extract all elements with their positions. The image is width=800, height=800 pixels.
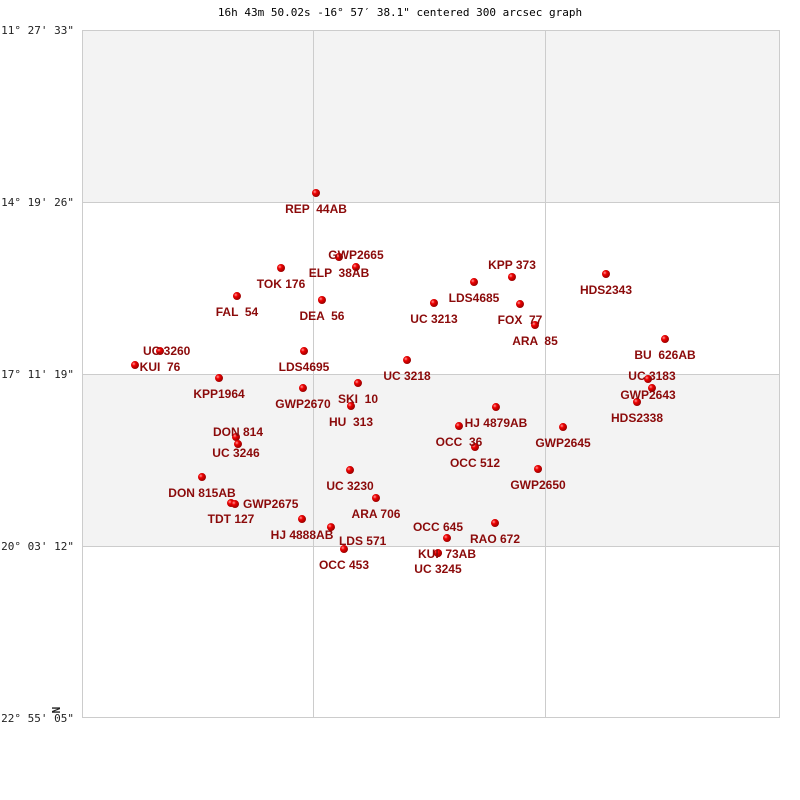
plot-band bbox=[82, 545, 780, 718]
star-label: LDS4685 bbox=[449, 291, 500, 305]
star-label: TDT 127 bbox=[208, 512, 255, 526]
star-dot bbox=[429, 299, 438, 308]
star-dot bbox=[403, 356, 412, 365]
star-dot bbox=[130, 361, 139, 370]
y-tick-label: -20° 03' 12" bbox=[0, 540, 74, 553]
star-label: TOK 176 bbox=[257, 277, 306, 291]
star-dot bbox=[339, 545, 348, 554]
star-label: LDS4695 bbox=[279, 360, 330, 374]
star-label: KUI 73AB bbox=[418, 547, 476, 561]
plot-band bbox=[82, 202, 780, 375]
star-dot bbox=[470, 443, 479, 452]
y-tick-label: -14° 19' 26" bbox=[0, 196, 74, 209]
star-label: ELP 38AB bbox=[309, 266, 370, 280]
star-dot bbox=[156, 347, 165, 356]
star-dot bbox=[326, 523, 335, 532]
star-dot bbox=[351, 263, 360, 272]
star-label: HJ 4888AB bbox=[271, 528, 334, 542]
star-dot bbox=[443, 534, 452, 543]
star-dot bbox=[507, 273, 516, 282]
star-label: HDS2343 bbox=[580, 283, 632, 297]
star-dot bbox=[644, 375, 653, 384]
star-dot bbox=[335, 253, 344, 262]
star-label: DON 815AB bbox=[168, 486, 236, 500]
plot-band bbox=[82, 30, 780, 203]
star-label: UC 3245 bbox=[414, 562, 462, 576]
star-label: OCC 512 bbox=[450, 456, 500, 470]
chart-title: 16h 43m 50.02s -16° 57′ 38.1" centered 3… bbox=[217, 6, 583, 19]
star-label: GWP2665 bbox=[328, 248, 384, 262]
star-label: UC 3218 bbox=[383, 369, 431, 383]
star-dot bbox=[353, 379, 362, 388]
star-label: GWP2670 bbox=[275, 397, 331, 411]
star-dot bbox=[661, 335, 670, 344]
star-label: UC 3183 bbox=[628, 369, 676, 383]
star-dot bbox=[371, 494, 380, 503]
star-dot bbox=[317, 296, 326, 305]
star-label: GWP2643 bbox=[620, 388, 676, 402]
star-dot bbox=[530, 321, 539, 330]
star-dot bbox=[491, 403, 500, 412]
star-dot bbox=[298, 384, 307, 393]
star-label: OCC 36 bbox=[436, 435, 483, 449]
star-label: HJ 4879AB bbox=[465, 416, 528, 430]
star-dot bbox=[534, 465, 543, 474]
star-label: UC 3213 bbox=[410, 312, 458, 326]
star-dot bbox=[633, 398, 642, 407]
star-dot bbox=[601, 270, 610, 279]
star-dot bbox=[516, 300, 525, 309]
star-label: GWP2650 bbox=[510, 478, 566, 492]
star-dot bbox=[231, 433, 240, 442]
star-dot bbox=[277, 263, 286, 272]
star-label: REP 44AB bbox=[285, 202, 347, 216]
star-label: OCC 645 bbox=[413, 520, 463, 534]
star-label: OCC 453 bbox=[319, 558, 369, 572]
star-dot bbox=[312, 189, 321, 198]
star-dot bbox=[346, 402, 355, 411]
star-label: FAL 54 bbox=[216, 305, 259, 319]
star-label: UC 3230 bbox=[326, 479, 374, 493]
star-dot bbox=[491, 519, 500, 528]
star-dot bbox=[298, 515, 307, 524]
star-dot bbox=[234, 440, 243, 449]
star-label: DEA 56 bbox=[300, 309, 345, 323]
star-dot bbox=[559, 423, 568, 432]
star-label: ARA 706 bbox=[352, 507, 401, 521]
star-dots bbox=[130, 189, 670, 558]
star-label: KPP1964 bbox=[193, 387, 245, 401]
y-tick-label: -11° 27' 33" bbox=[0, 24, 74, 37]
star-label: GWP2675 bbox=[243, 497, 299, 511]
star-dot bbox=[346, 466, 355, 475]
star-label: UC 3260 bbox=[143, 344, 191, 358]
star-label: UC 3246 bbox=[212, 446, 260, 460]
star-label: BU 626AB bbox=[634, 348, 696, 362]
star-label: KPP 373 bbox=[488, 258, 536, 272]
star-label: FOX 77 bbox=[498, 313, 543, 327]
star-dot bbox=[197, 473, 206, 482]
star-label: DON 814 bbox=[213, 425, 263, 439]
star-dot bbox=[647, 384, 656, 393]
star-dot bbox=[454, 422, 463, 431]
plot-band bbox=[82, 374, 780, 546]
star-label: SKI 10 bbox=[338, 392, 378, 406]
star-label: ARA 85 bbox=[512, 334, 558, 348]
star-label: KUI 76 bbox=[140, 360, 181, 374]
star-labels: REP 44AB ELP 38AB GWP2665 TOK 176 FAL 54 DEA … bbox=[140, 202, 696, 576]
star-dot bbox=[470, 278, 479, 287]
y-tick-label: -17° 11' 19" bbox=[0, 368, 74, 381]
star-label: LDS 571 bbox=[339, 534, 387, 548]
star-dot bbox=[232, 292, 241, 301]
star-label: GWP2645 bbox=[535, 436, 591, 450]
star-dot bbox=[231, 500, 240, 509]
star-dot bbox=[433, 549, 442, 558]
north-label: N bbox=[50, 707, 63, 714]
star-dot bbox=[300, 347, 309, 356]
y-tick-label: -22° 55' 05" bbox=[0, 712, 74, 725]
star-label: RAO 672 bbox=[470, 532, 520, 546]
star-dot bbox=[215, 374, 224, 383]
star-label: HU 313 bbox=[329, 415, 373, 429]
star-label: HDS2338 bbox=[611, 411, 663, 425]
